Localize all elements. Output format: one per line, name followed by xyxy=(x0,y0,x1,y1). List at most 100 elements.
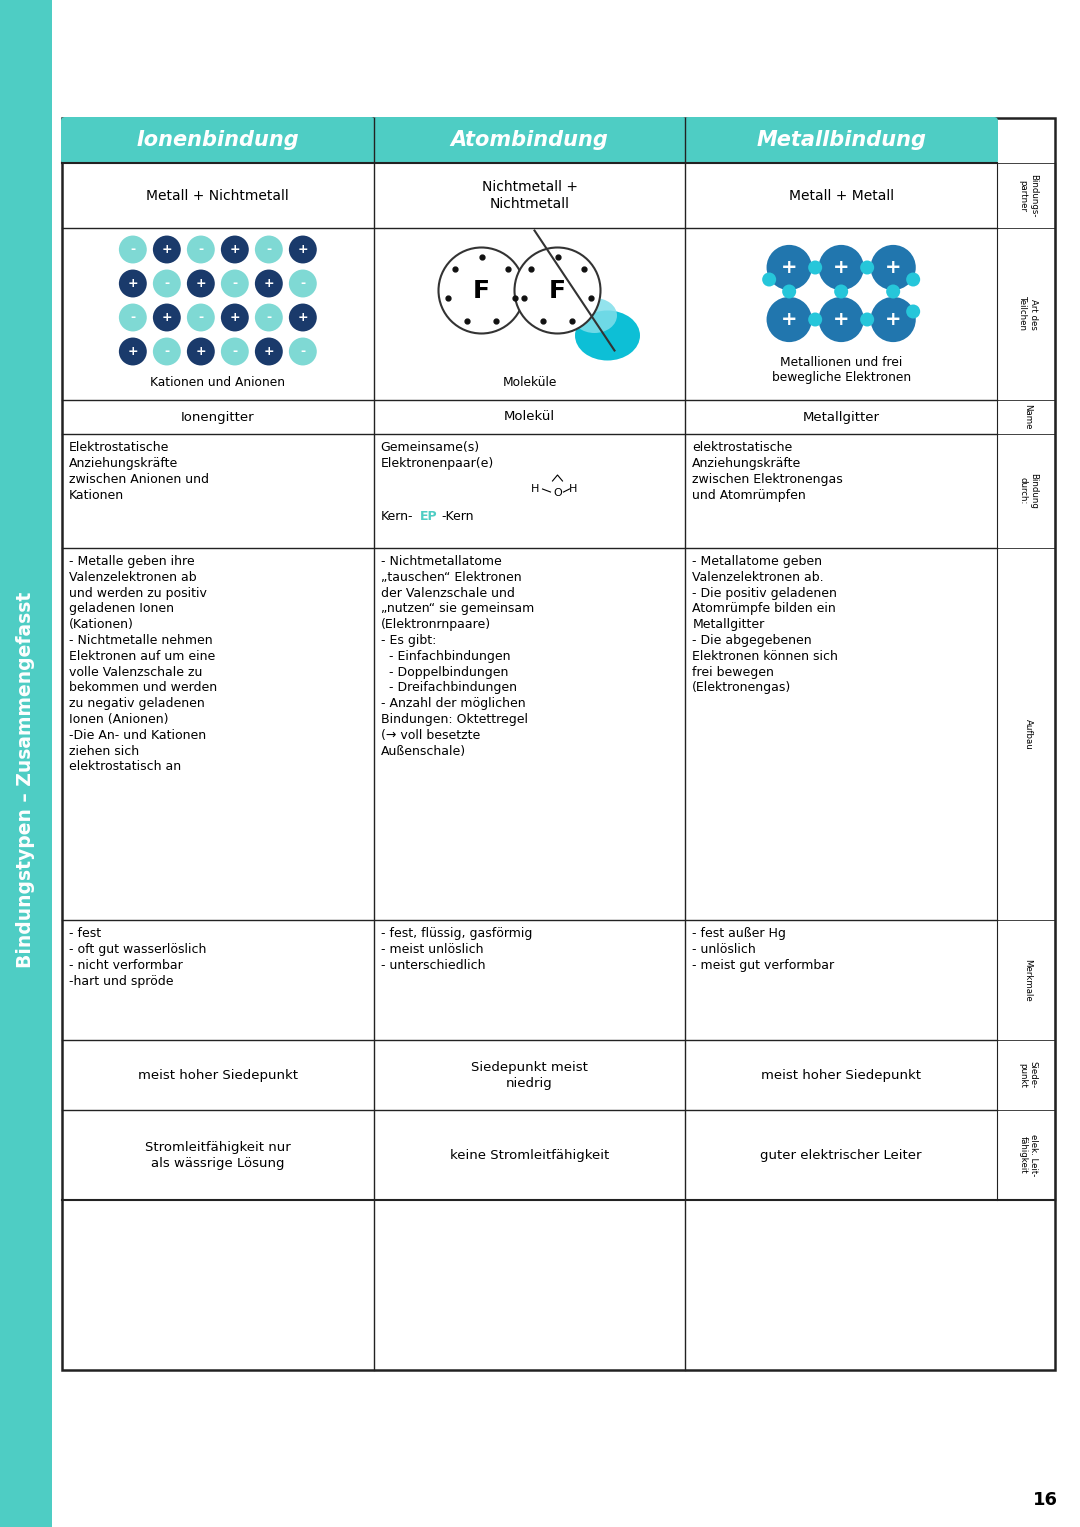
Text: EP: EP xyxy=(420,510,437,524)
Text: Ionenbindung: Ionenbindung xyxy=(136,130,299,151)
Text: -: - xyxy=(199,312,203,324)
Text: Kationen und Anionen: Kationen und Anionen xyxy=(150,376,285,388)
Text: F: F xyxy=(473,278,490,302)
Text: H: H xyxy=(569,484,578,495)
Circle shape xyxy=(254,235,284,264)
Circle shape xyxy=(152,269,181,298)
Text: -: - xyxy=(300,345,306,357)
Text: Ionengitter: Ionengitter xyxy=(181,411,255,423)
Text: Metallionen und frei
bewegliche Elektronen: Metallionen und frei bewegliche Elektron… xyxy=(771,356,910,385)
Circle shape xyxy=(288,336,318,366)
Circle shape xyxy=(906,304,920,319)
Ellipse shape xyxy=(572,298,617,333)
Circle shape xyxy=(765,296,813,344)
Circle shape xyxy=(220,336,249,366)
Text: Nichtmetall +
Nichtmetall: Nichtmetall + Nichtmetall xyxy=(482,180,578,211)
Circle shape xyxy=(808,313,822,327)
Circle shape xyxy=(860,261,874,275)
Circle shape xyxy=(152,302,181,333)
Circle shape xyxy=(869,243,917,292)
Circle shape xyxy=(118,235,148,264)
Text: - fest, flüssig, gasförmig
- meist unlöslich
- unterschiedlich: - fest, flüssig, gasförmig - meist unlös… xyxy=(380,927,532,973)
Circle shape xyxy=(762,272,777,287)
Text: Metallgitter: Metallgitter xyxy=(802,411,880,423)
Circle shape xyxy=(254,269,284,298)
Text: Elektrostatische
Anziehungskräfte
zwischen Anionen und
Kationen: Elektrostatische Anziehungskräfte zwisch… xyxy=(69,441,210,502)
Circle shape xyxy=(765,243,813,292)
Text: meist hoher Siedepunkt: meist hoher Siedepunkt xyxy=(138,1069,298,1081)
Circle shape xyxy=(118,336,148,366)
Text: Kern-: Kern- xyxy=(380,510,414,524)
Text: +: + xyxy=(833,310,849,328)
Text: +: + xyxy=(885,310,902,328)
Circle shape xyxy=(438,247,525,333)
Circle shape xyxy=(118,269,148,298)
Text: Gemeinsame(s)
Elektronenpaar(e): Gemeinsame(s) Elektronenpaar(e) xyxy=(380,441,494,470)
Text: +: + xyxy=(195,276,206,290)
Text: -: - xyxy=(267,243,271,257)
Text: -: - xyxy=(267,312,271,324)
Text: elektrostatische
Anziehungskräfte
zwischen Elektronengas
und Atomrümpfen: elektrostatische Anziehungskräfte zwisch… xyxy=(692,441,843,502)
Bar xyxy=(0,0,52,1527)
Text: +: + xyxy=(781,310,797,328)
Circle shape xyxy=(818,243,865,292)
Text: +: + xyxy=(162,243,172,257)
Text: - Nichtmetallatome
„tauschen“ Elektronen
der Valenzschale und
„nutzen“ sie gemei: - Nichtmetallatome „tauschen“ Elektronen… xyxy=(380,554,534,757)
Text: elek. Leit-
fähigkeit: elek. Leit- fähigkeit xyxy=(1018,1135,1038,1176)
Text: - Metallatome geben
Valenzelektronen ab.
- Die positiv geladenen
Atomrümpfe bild: - Metallatome geben Valenzelektronen ab.… xyxy=(692,554,838,695)
Text: guter elektrischer Leiter: guter elektrischer Leiter xyxy=(760,1148,922,1162)
Circle shape xyxy=(186,235,216,264)
Text: -: - xyxy=(232,276,238,290)
Text: - fest
- oft gut wasserlöslich
- nicht verformbar
-hart und spröde: - fest - oft gut wasserlöslich - nicht v… xyxy=(69,927,206,988)
Circle shape xyxy=(220,302,249,333)
Circle shape xyxy=(288,235,318,264)
Text: - fest außer Hg
- unlöslich
- meist gut verformbar: - fest außer Hg - unlöslich - meist gut … xyxy=(692,927,835,973)
Circle shape xyxy=(818,296,865,344)
Text: +: + xyxy=(297,312,308,324)
FancyBboxPatch shape xyxy=(685,118,998,163)
Circle shape xyxy=(514,247,600,333)
Circle shape xyxy=(288,302,318,333)
Circle shape xyxy=(834,284,848,298)
Text: Siedepunkt meist
niedrig: Siedepunkt meist niedrig xyxy=(471,1060,588,1089)
Text: +: + xyxy=(127,276,138,290)
Text: Atombindung: Atombindung xyxy=(450,130,608,151)
Text: Aufbau: Aufbau xyxy=(1024,719,1032,750)
Text: Moleküle: Moleküle xyxy=(502,376,556,388)
Text: -: - xyxy=(199,243,203,257)
Text: +: + xyxy=(297,243,308,257)
Text: - Metalle geben ihre
Valenzelektronen ab
und werden zu positiv
geladenen Ionen
(: - Metalle geben ihre Valenzelektronen ab… xyxy=(69,554,217,773)
Text: keine Stromleitfähigkeit: keine Stromleitfähigkeit xyxy=(450,1148,609,1162)
Circle shape xyxy=(186,302,216,333)
Text: 16: 16 xyxy=(1032,1490,1057,1509)
Text: +: + xyxy=(781,258,797,276)
Text: -: - xyxy=(131,243,135,257)
Text: Name: Name xyxy=(1024,405,1032,429)
Text: +: + xyxy=(162,312,172,324)
Circle shape xyxy=(220,269,249,298)
Circle shape xyxy=(288,269,318,298)
Text: Metall + Nichtmetall: Metall + Nichtmetall xyxy=(147,188,289,203)
Text: Metallbindung: Metallbindung xyxy=(756,130,927,151)
Text: Bindungs-
partner: Bindungs- partner xyxy=(1018,174,1038,217)
Circle shape xyxy=(254,302,284,333)
Text: Bindungstypen – Zusammengefasst: Bindungstypen – Zusammengefasst xyxy=(16,592,36,968)
Circle shape xyxy=(808,261,822,275)
Text: -: - xyxy=(131,312,135,324)
Text: -: - xyxy=(232,345,238,357)
Text: Bindung
durch:: Bindung durch: xyxy=(1018,473,1038,508)
Text: +: + xyxy=(230,243,240,257)
Text: Metall + Metall: Metall + Metall xyxy=(788,188,894,203)
Text: +: + xyxy=(230,312,240,324)
Circle shape xyxy=(152,235,181,264)
Circle shape xyxy=(860,313,874,327)
FancyBboxPatch shape xyxy=(60,118,375,163)
Circle shape xyxy=(254,336,284,366)
Text: Stromleitfähigkeit nur
als wässrige Lösung: Stromleitfähigkeit nur als wässrige Lösu… xyxy=(145,1141,291,1170)
Text: meist hoher Siedepunkt: meist hoher Siedepunkt xyxy=(761,1069,921,1081)
Text: H: H xyxy=(531,484,540,495)
Circle shape xyxy=(887,284,900,298)
Bar xyxy=(62,118,1055,1370)
Circle shape xyxy=(869,296,917,344)
Text: +: + xyxy=(885,258,902,276)
